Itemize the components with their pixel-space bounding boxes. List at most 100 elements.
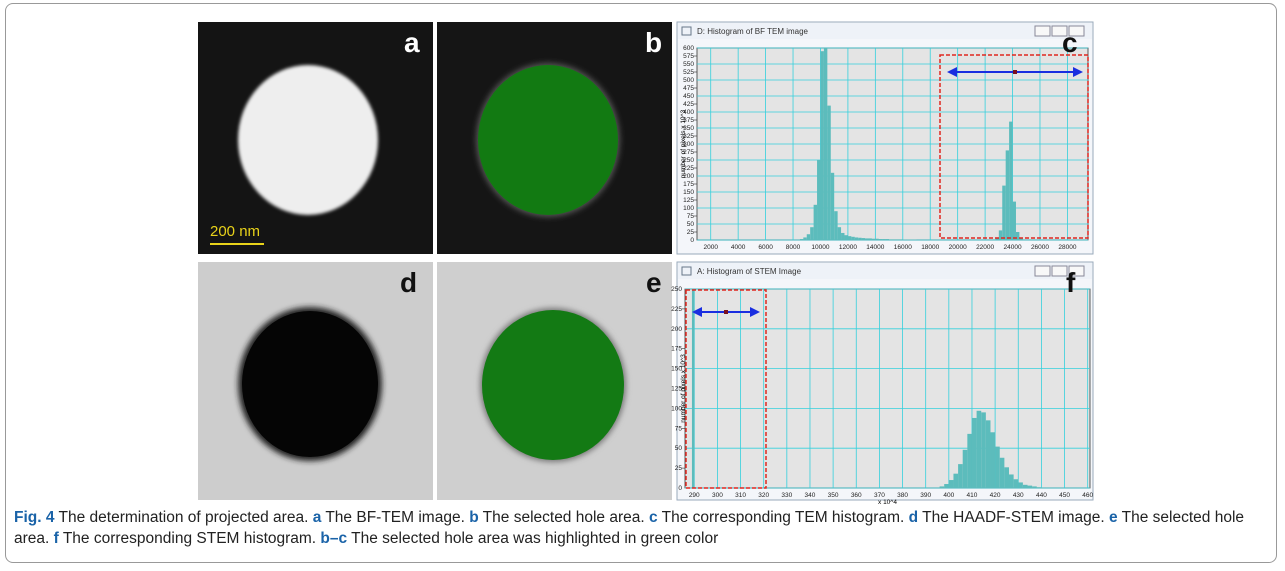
caption-label: c <box>648 509 658 526</box>
window-icon <box>681 266 692 276</box>
x-tick-label: 450 <box>1059 492 1070 499</box>
histogram-bar <box>810 227 814 240</box>
window-icon <box>681 26 692 36</box>
caption-label: b–c <box>320 530 348 547</box>
histogram-bar <box>875 238 879 240</box>
caption-text: The BF-TEM image. <box>321 509 470 526</box>
histogram-bar <box>895 239 900 240</box>
histogram-bar <box>871 238 876 240</box>
caption-label: e <box>1109 509 1118 526</box>
window-button[interactable] <box>1068 265 1085 277</box>
hole-selected <box>478 65 618 215</box>
window-button[interactable] <box>1068 25 1085 37</box>
y-tick-label: 300 <box>683 141 694 148</box>
y-tick-label: 325 <box>683 133 694 140</box>
window-title: D: Histogram of BF TEM image <box>697 27 809 36</box>
scale-bar-label: 200 nm <box>210 223 260 240</box>
x-tick-label: 320 <box>758 492 769 499</box>
window-button[interactable] <box>1051 265 1068 277</box>
window-button[interactable] <box>1034 25 1051 37</box>
hole <box>242 311 378 457</box>
y-tick-label: 250 <box>683 157 694 164</box>
histogram-bar <box>1005 150 1010 240</box>
arrow-head <box>750 307 760 317</box>
histogram-bar <box>953 473 959 488</box>
histogram-bar <box>998 230 1003 240</box>
histogram-bar <box>1002 185 1006 240</box>
y-tick-label: 0 <box>690 237 694 244</box>
y-tick-label: 75 <box>687 213 695 220</box>
caption-text: The selected hole area. <box>14 509 1245 547</box>
histogram-bar <box>985 420 991 488</box>
histogram-bar <box>1036 487 1042 488</box>
x-tick-label: 26000 <box>1031 244 1049 251</box>
window-title: A: Histogram of STEM Image <box>697 267 802 276</box>
title-bar <box>678 23 1092 39</box>
y-tick-label: 150 <box>683 189 694 196</box>
y-tick-label: 375 <box>683 117 694 124</box>
y-tick-label: 525 <box>683 69 694 76</box>
caption: Fig. 4 The determination of projected ar… <box>14 507 1276 549</box>
x-tick-label: 24000 <box>1004 244 1022 251</box>
histogram-bar <box>823 48 828 240</box>
y-tick-label: 100 <box>671 405 682 412</box>
selection-box <box>939 54 1089 239</box>
histogram-bar <box>841 232 845 240</box>
y-tick-label: 175 <box>683 181 694 188</box>
x-tick-label: 22000 <box>976 244 994 251</box>
histogram-bar <box>885 239 890 240</box>
histogram-bar <box>889 239 893 240</box>
histogram-bar <box>851 236 855 240</box>
panel-label: e <box>646 267 662 298</box>
x-tick-label: 2000 <box>703 244 718 251</box>
histogram-bar <box>861 238 866 240</box>
caption-text: The corresponding STEM histogram. <box>58 530 321 547</box>
histogram-bar <box>1019 238 1023 240</box>
y-tick-label: 350 <box>683 125 694 132</box>
caption-label: d <box>908 509 919 526</box>
y-tick-label: 225 <box>683 165 694 172</box>
title-bar <box>678 263 1092 279</box>
y-tick-label: 175 <box>671 346 682 353</box>
x-tick-label: 310 <box>735 492 746 499</box>
y-tick-label: 200 <box>683 173 694 180</box>
window-button[interactable] <box>1051 25 1068 37</box>
x-tick-label: 460 <box>1082 492 1093 499</box>
histogram-bar <box>865 238 869 240</box>
histogram-bar <box>981 412 986 488</box>
arrow-head <box>1073 67 1083 77</box>
caption-text: The determination of projected area. <box>54 509 313 526</box>
y-axis-label: number of pixels x 10^3 <box>680 109 687 178</box>
histogram-bar <box>868 238 872 240</box>
caption-label: f <box>53 530 59 547</box>
y-tick-label: 575 <box>683 53 694 60</box>
arrow-dot <box>1013 70 1017 74</box>
x-axis-label: x 10^4 <box>878 499 897 505</box>
x-tick-label: 440 <box>1036 492 1047 499</box>
figure-frame <box>5 3 1277 563</box>
y-tick-label: 400 <box>683 109 694 116</box>
panel-label: d <box>400 267 417 298</box>
histogram-bar <box>830 172 835 240</box>
x-tick-label: 16000 <box>894 244 912 251</box>
histogram-bar <box>827 105 831 240</box>
histogram-bar <box>1032 486 1037 488</box>
y-tick-label: 275 <box>683 149 694 156</box>
histogram-bar <box>958 464 963 488</box>
x-tick-label: 390 <box>920 492 931 499</box>
histogram-bar <box>882 239 886 240</box>
y-tick-label: 225 <box>671 306 682 313</box>
histogram-bar <box>1012 201 1016 240</box>
caption-text: The selected hole area. <box>478 509 649 526</box>
x-tick-label: 420 <box>990 492 1001 499</box>
histogram-bar <box>995 446 1000 488</box>
x-tick-label: 12000 <box>839 244 857 251</box>
panel-label: b <box>645 27 662 58</box>
histogram-bar <box>691 289 695 488</box>
window-button[interactable] <box>1034 265 1051 277</box>
histogram-bar <box>844 235 848 240</box>
y-tick-label: 600 <box>683 45 694 52</box>
histogram-bar <box>1004 467 1009 488</box>
x-tick-label: 14000 <box>866 244 884 251</box>
histogram-bar <box>899 239 903 240</box>
